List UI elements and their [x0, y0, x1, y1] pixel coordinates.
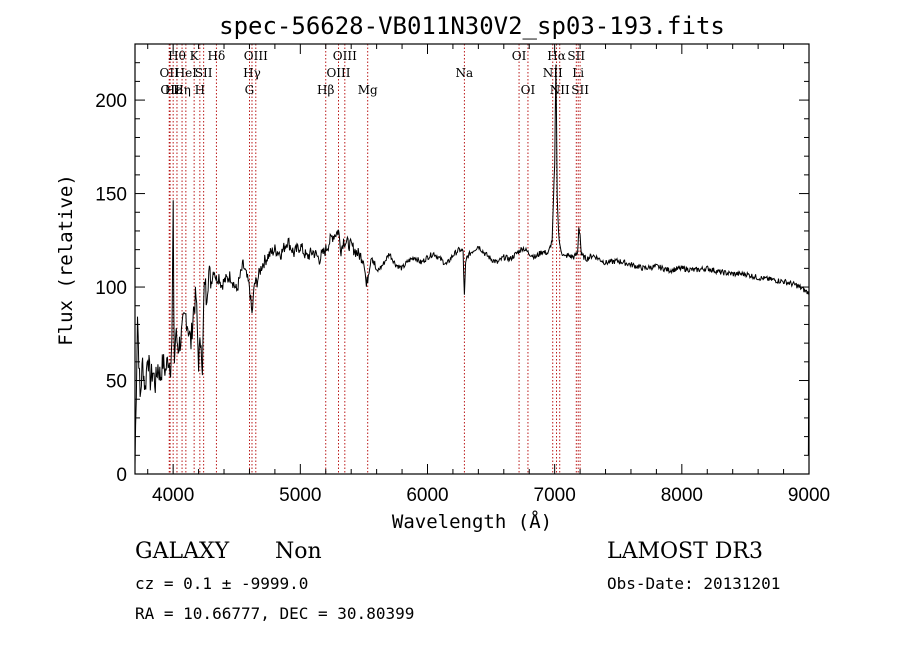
line-label: NII — [550, 83, 570, 97]
x-axis-label: Wavelength (Å) — [392, 510, 552, 533]
y-tick-label: 200 — [95, 91, 127, 112]
line-label: SII — [571, 83, 589, 97]
line-label: OI — [521, 83, 536, 97]
line-markers — [168, 44, 581, 474]
line-label: OIII — [333, 49, 357, 63]
line-label: Mg — [358, 83, 378, 97]
y-tick-label: 50 — [106, 372, 127, 393]
x-tick-label: 4000 — [152, 485, 194, 506]
x-tick-label: 5000 — [279, 485, 321, 506]
coordinates: RA = 10.66777, DEC = 30.80399 — [135, 604, 414, 623]
y-tick-label: 100 — [95, 278, 127, 299]
line-label: OII — [160, 83, 180, 97]
line-label: Hθ — [168, 49, 186, 63]
survey-name: LAMOST DR3 — [607, 539, 763, 564]
spectrum-layer — [134, 64, 810, 465]
x-tick-label: 8000 — [661, 485, 703, 506]
line-label: H — [195, 83, 205, 97]
line-label: K — [190, 49, 200, 63]
y-axis: 0 50 100 150 200 — [95, 62, 809, 486]
line-label: G — [245, 83, 255, 97]
line-label: Na — [456, 66, 474, 80]
line-label: Hδ — [208, 49, 226, 63]
line-label: Hα — [547, 49, 566, 63]
object-class: GALAXY — [135, 539, 230, 564]
obs-date: Obs-Date: 20131201 — [607, 574, 780, 593]
chart-title: spec-56628-VB011N30V2_sp03-193.fits — [219, 12, 725, 40]
line-label: HeI — [175, 66, 198, 80]
y-tick-label: 0 — [116, 465, 127, 486]
y-tick-label: 150 — [95, 185, 127, 206]
line-label: OIII — [326, 66, 350, 80]
x-axis: 4000 5000 6000 7000 8000 9000 — [147, 44, 830, 506]
line-label: OII — [160, 66, 180, 80]
spectrum-line — [134, 64, 810, 465]
plot-frame — [134, 43, 810, 475]
line-label: Hε — [165, 83, 182, 97]
line-label: OIII — [244, 49, 268, 63]
x-tick-label: 6000 — [406, 485, 448, 506]
y-axis-label: Flux (relative) — [55, 174, 77, 346]
line-label: Hβ — [317, 83, 334, 97]
redshift-readout: cz = 0.1 ± -9999.0 — [135, 574, 308, 593]
line-label: NII — [543, 66, 563, 80]
line-label: SII — [567, 49, 585, 63]
line-labels: OIIOIIHεHθHηHeIKHSIIHδGHγOIIIHβOIIIOIIIM… — [160, 49, 590, 97]
line-label: OI — [512, 49, 527, 63]
line-label: Hγ — [243, 66, 261, 80]
line-label: SII — [195, 66, 213, 80]
x-tick-label: 7000 — [534, 485, 576, 506]
object-subclass: Non — [275, 539, 322, 564]
line-label: Hη — [173, 83, 191, 97]
x-tick-label: 9000 — [788, 485, 830, 506]
line-label: Li — [572, 66, 584, 80]
